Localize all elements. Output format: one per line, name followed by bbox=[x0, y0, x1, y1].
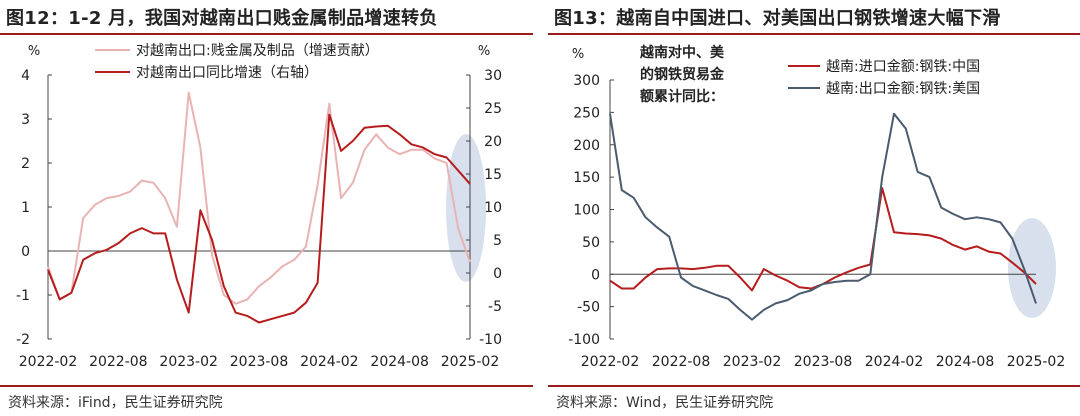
y-tick-label: -100 bbox=[568, 332, 600, 348]
right-axis-unit: % bbox=[478, 44, 490, 59]
x-tick-label: 2024-02 bbox=[300, 354, 359, 370]
annotation-line: 额累计同比： bbox=[640, 88, 724, 105]
x-tick-label: 2025-02 bbox=[1007, 354, 1066, 370]
y-tick-label: 250 bbox=[573, 105, 600, 121]
y-tick-label: 100 bbox=[573, 203, 600, 219]
x-tick-label: 2022-02 bbox=[19, 354, 78, 370]
x-tick-label: 2025-02 bbox=[441, 354, 500, 370]
source-note: 资料来源：iFind，民生证券研究院 bbox=[8, 395, 223, 411]
right-y-tick-label: 10 bbox=[484, 200, 502, 216]
series-line-2 bbox=[47, 113, 471, 324]
right-y-tick-label: 0 bbox=[493, 266, 502, 282]
y-tick-label: 0 bbox=[591, 267, 600, 283]
annotation-line: 的钢铁贸易金 bbox=[640, 66, 725, 83]
y-tick-label: 200 bbox=[573, 138, 600, 154]
left-axis-unit: % bbox=[28, 44, 40, 59]
series-line-2 bbox=[609, 112, 1037, 321]
right-y-tick-label: 30 bbox=[484, 68, 502, 84]
left-y-tick-label: -1 bbox=[16, 288, 30, 304]
left-y-tick-label: 4 bbox=[21, 68, 30, 84]
right-y-tick-label: 5 bbox=[493, 233, 502, 249]
x-tick-label: 2024-08 bbox=[936, 354, 995, 370]
left-y-tick-label: 0 bbox=[21, 244, 30, 260]
right-y-tick-label: 15 bbox=[484, 167, 502, 183]
right-y-tick-label: 25 bbox=[484, 101, 502, 117]
left-y-tick-label: 2 bbox=[21, 156, 30, 172]
x-tick-label: 2022-08 bbox=[652, 354, 711, 370]
legend-label-2: 对越南出口同比增速（右轴） bbox=[136, 65, 318, 81]
x-tick-label: 2024-02 bbox=[865, 354, 924, 370]
y-tick-label: -50 bbox=[577, 300, 600, 316]
x-tick-label: 2023-08 bbox=[794, 354, 853, 370]
x-tick-label: 2022-02 bbox=[581, 354, 640, 370]
x-tick-label: 2024-08 bbox=[370, 354, 429, 370]
y-axis-unit: % bbox=[572, 47, 584, 62]
series-line-1 bbox=[47, 91, 471, 305]
legend-label-1: 对越南出口:贱金属及制品（增速贡献） bbox=[136, 43, 379, 59]
title-divider bbox=[0, 33, 533, 35]
y-tick-label: 50 bbox=[582, 235, 600, 251]
series-line-1 bbox=[609, 187, 1037, 292]
chart-title: 图12：1-2 月，我国对越南出口贱金属制品增速转负 bbox=[6, 8, 438, 29]
y-tick-label: 300 bbox=[573, 73, 600, 89]
source-note: 资料来源：Wind，民生证券研究院 bbox=[556, 395, 774, 411]
x-tick-label: 2023-02 bbox=[159, 354, 218, 370]
legend-label-2: 越南:出口金额:钢铁:美国 bbox=[826, 81, 980, 97]
right-y-tick-label: -10 bbox=[479, 332, 502, 348]
source-divider bbox=[0, 385, 533, 387]
title-divider bbox=[548, 33, 1080, 35]
chart-title: 图13：越南自中国进口、对美国出口钢铁增速大幅下滑 bbox=[554, 8, 1001, 29]
left-y-tick-label: 3 bbox=[21, 112, 30, 128]
x-tick-label: 2023-02 bbox=[723, 354, 782, 370]
left-y-tick-label: -2 bbox=[16, 332, 30, 348]
right-y-tick-label: -5 bbox=[488, 299, 502, 315]
x-tick-label: 2022-08 bbox=[89, 354, 148, 370]
annotation-line: 越南对中、美 bbox=[639, 44, 725, 61]
highlight-ellipse bbox=[1008, 218, 1056, 318]
right-chart-svg: % -100 -50 0 50 100 150 200 250 300 2022-02 2022-08… bbox=[568, 44, 1066, 370]
legend-label-1: 越南:进口金额:钢铁:中国 bbox=[826, 59, 980, 75]
source-divider bbox=[548, 385, 1080, 387]
x-tick-label: 2023-08 bbox=[230, 354, 289, 370]
left-chart-panel: 图12：1-2 月，我国对越南出口贱金属制品增速转负 %% -2 -1 0 1 2 3 4 -1… bbox=[0, 0, 533, 416]
right-y-tick-label: 20 bbox=[484, 134, 502, 150]
y-tick-label: 150 bbox=[573, 170, 600, 186]
highlight-ellipse bbox=[446, 134, 486, 282]
left-y-tick-label: 1 bbox=[21, 200, 30, 216]
right-chart-panel: 图13：越南自中国进口、对美国出口钢铁增速大幅下滑 % -100 -50 0 50 100… bbox=[548, 0, 1080, 416]
